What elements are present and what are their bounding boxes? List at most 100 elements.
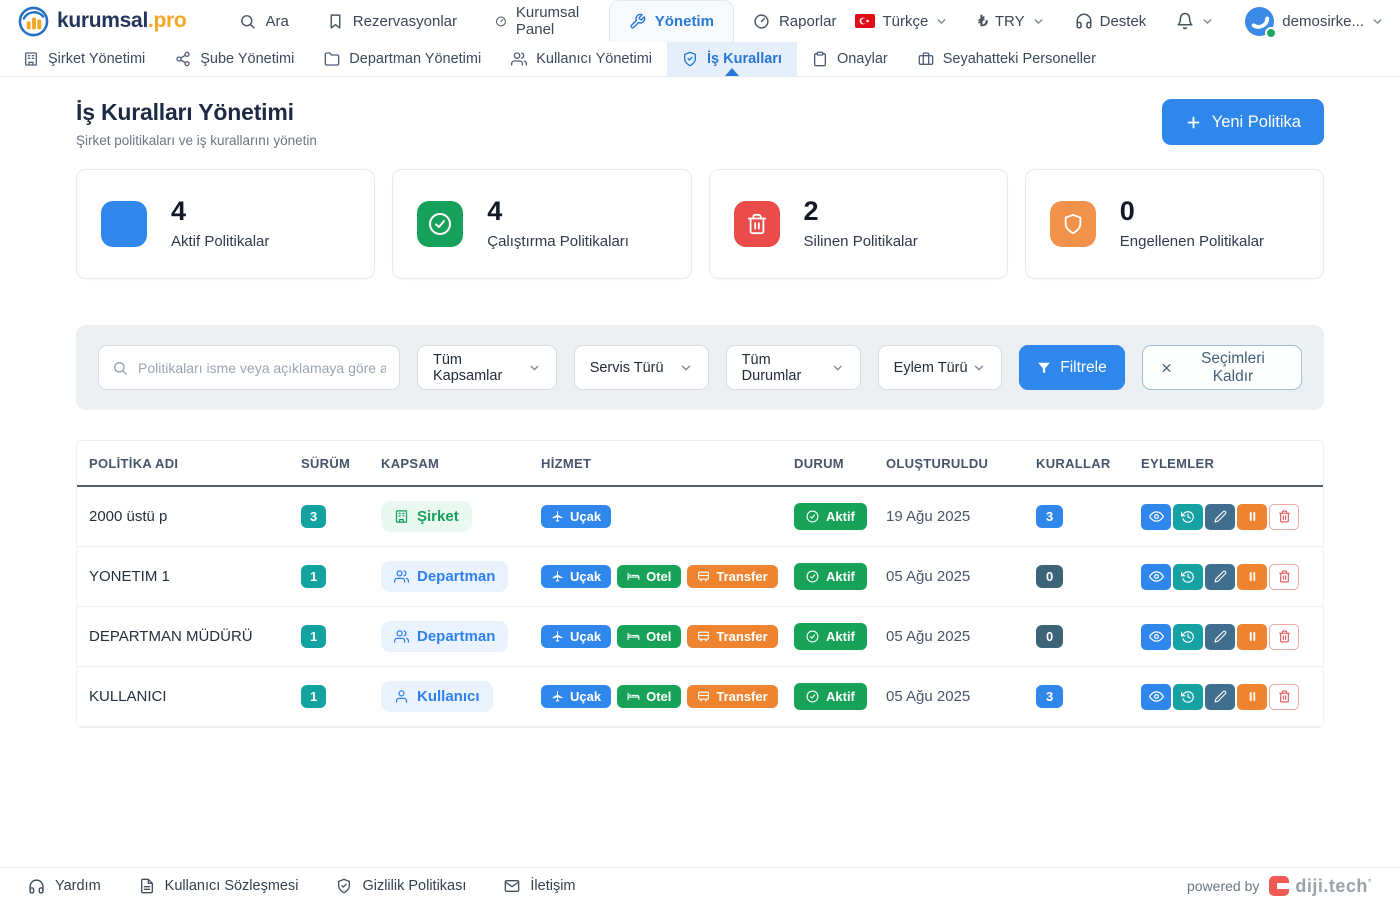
pause-button[interactable] (1237, 563, 1267, 590)
row-actions (1141, 563, 1323, 590)
edit-button[interactable] (1205, 623, 1235, 650)
globe-logo-icon (18, 6, 49, 36)
view-button[interactable] (1141, 563, 1171, 590)
topnav-item-yonetim[interactable]: Yönetim (608, 0, 734, 42)
delete-button[interactable] (1269, 503, 1299, 530)
topnav-item-rezervasyonlar[interactable]: Rezervasyonlar (308, 0, 476, 42)
trash-icon (1278, 690, 1291, 703)
brand-name: kurumsal.pro (57, 9, 187, 32)
history-button[interactable] (1173, 503, 1203, 530)
bus-icon (697, 630, 710, 643)
pause-button[interactable] (1237, 503, 1267, 530)
stat-label: Engellenen Politikalar (1119, 233, 1265, 250)
language-selector[interactable]: Türkçe (855, 13, 948, 30)
plane-icon (551, 510, 564, 523)
subnav-item-departman-yonetimi[interactable]: Departman Yönetimi (309, 42, 496, 76)
scope-filter-dropdown[interactable]: Tüm Kapsamlar (416, 345, 557, 390)
page-footer: Yardım Kullanıcı Sözleşmesi Gizlilik Pol… (0, 867, 1400, 904)
shield-check-icon (336, 878, 352, 894)
topnav-label: Yönetim (654, 13, 714, 30)
chevron-down-icon (935, 15, 948, 28)
chevron-down-icon (1371, 15, 1384, 28)
delete-button[interactable] (1269, 563, 1299, 590)
pause-icon (1246, 630, 1259, 643)
search-icon (112, 360, 128, 376)
version-badge: 3 (301, 505, 327, 528)
username-label: demosirke... (1282, 12, 1364, 30)
chevron-down-icon (831, 361, 845, 375)
footer-link-kullanici-sozlesmesi[interactable]: Kullanıcı Sözleşmesi (139, 878, 298, 894)
edit-button[interactable] (1205, 503, 1235, 530)
language-label: Türkçe (882, 12, 929, 30)
service-badge-transfer: Transfer (687, 685, 778, 708)
rules-count-badge: 0 (1036, 625, 1064, 648)
subnav-label: Şube Yönetimi (200, 51, 295, 67)
pause-button[interactable] (1237, 623, 1267, 650)
edit-button[interactable] (1205, 683, 1235, 710)
history-button[interactable] (1173, 623, 1203, 650)
trash-icon (733, 201, 780, 247)
policy-search-input[interactable] (138, 359, 386, 376)
mail-icon (504, 878, 520, 894)
subnav-item-is-kurallari[interactable]: İş Kuralları (667, 42, 797, 76)
support-button[interactable]: Destek (1075, 12, 1146, 30)
subnav-item-seyahatteki-personeller[interactable]: Seyahatteki Personeller (903, 42, 1111, 76)
chevron-down-icon (679, 361, 693, 375)
bookmark-icon (327, 13, 344, 30)
subnav-item-onaylar[interactable]: Onaylar (797, 42, 903, 76)
column-header-version: SÜRÜM (301, 455, 351, 471)
stat-label: Aktif Politikalar (171, 233, 270, 250)
policies-table: POLİTİKA ADI SÜRÜM KAPSAM HİZMET DURUM O… (76, 440, 1324, 728)
footer-link-gizlilik-politikasi[interactable]: Gizlilik Politikası (336, 878, 466, 894)
dijitech-logo[interactable]: diji.tech° (1269, 876, 1372, 897)
new-policy-button[interactable]: Yeni Politika (1161, 99, 1324, 145)
currency-selector[interactable]: ₺ TRY (978, 12, 1044, 30)
view-button[interactable] (1141, 623, 1171, 650)
travel-icon (918, 51, 934, 67)
view-button[interactable] (1141, 683, 1171, 710)
created-date: 05 Ağu 2025 (886, 688, 971, 705)
edit-button[interactable] (1205, 563, 1235, 590)
delete-button[interactable] (1269, 683, 1299, 710)
scope-badge-company: Şirket (381, 501, 472, 532)
version-badge: 1 (301, 625, 327, 648)
close-icon (1160, 361, 1173, 375)
service-badge-flight: Uçak (541, 685, 612, 708)
footer-link-yardim[interactable]: Yardım (28, 878, 101, 895)
building-icon (394, 509, 409, 524)
bus-icon (697, 570, 710, 583)
pause-button[interactable] (1237, 683, 1267, 710)
trash-icon (1278, 630, 1291, 643)
bell-icon (1176, 12, 1194, 30)
subnav-item-sube-yonetimi[interactable]: Şube Yönetimi (160, 42, 309, 76)
topnav-item-raporlar[interactable]: Raporlar (734, 0, 856, 42)
plane-icon (551, 690, 564, 703)
footer-link-label: İletişim (530, 878, 576, 894)
notifications-button[interactable] (1176, 12, 1214, 30)
user-menu[interactable]: demosirke... (1244, 6, 1384, 39)
powered-by-label: powered by (1186, 878, 1260, 894)
eye-icon (1149, 629, 1164, 644)
table-row: KULLANICI 1 Kullanıcı Uçak Otel Transfer (77, 667, 1323, 727)
topnav-item-kurumsal-panel[interactable]: Kurumsal Panel (476, 0, 609, 42)
brand-logo[interactable]: kurumsal.pro (18, 0, 187, 42)
search-icon (239, 13, 256, 30)
view-button[interactable] (1141, 503, 1171, 530)
history-button[interactable] (1173, 563, 1203, 590)
pencil-icon (1214, 570, 1227, 583)
history-button[interactable] (1173, 683, 1203, 710)
subnav-item-kullanici-yonetimi[interactable]: Kullanıcı Yönetimi (496, 42, 667, 76)
service-type-dropdown[interactable]: Servis Türü (573, 345, 709, 390)
clear-selections-button[interactable]: Seçimleri Kaldır (1141, 345, 1303, 390)
subnav-item-sirket-yonetimi[interactable]: Şirket Yönetimi (8, 42, 160, 76)
service-badge-flight: Uçak (541, 565, 612, 588)
policy-name: DEPARTMAN MÜDÜRÜ (89, 628, 253, 645)
delete-button[interactable] (1269, 623, 1299, 650)
service-badge-hotel: Otel (617, 625, 682, 648)
footer-link-iletisim[interactable]: İletişim (504, 878, 576, 894)
status-filter-dropdown[interactable]: Tüm Durumlar (725, 345, 861, 390)
footer-link-label: Gizlilik Politikası (362, 878, 467, 894)
action-type-dropdown[interactable]: Eylem Türü (877, 345, 1003, 390)
topnav-item-ara[interactable]: Ara (220, 0, 307, 42)
filter-apply-button[interactable]: Filtrele (1019, 345, 1125, 390)
